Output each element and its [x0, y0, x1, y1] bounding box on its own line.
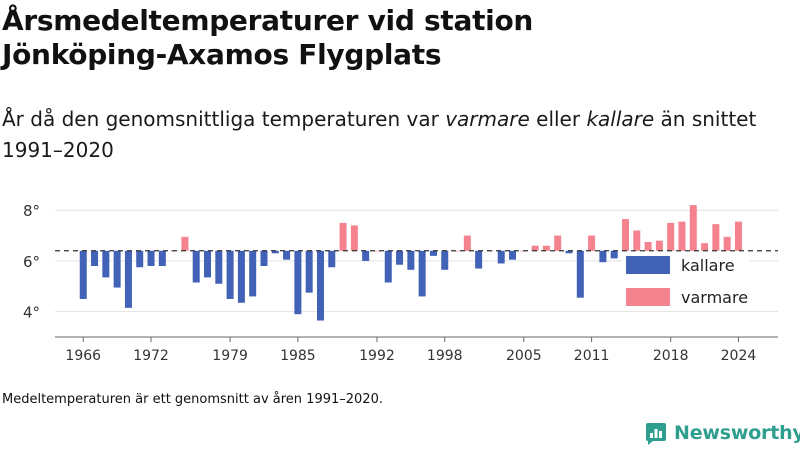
brand-logo[interactable]: Newsworthy: [644, 420, 800, 446]
x-tick-label: 2024: [721, 348, 757, 364]
bar-1976: [192, 250, 200, 283]
bar-1989: [339, 222, 347, 251]
bar-1975: [181, 236, 189, 251]
brand-name: Newsworthy: [674, 422, 800, 444]
bar-1984: [283, 250, 291, 260]
x-tick-label: 1992: [359, 348, 395, 364]
y-tick-label: 8°: [23, 202, 40, 220]
bar-1995: [407, 250, 415, 270]
bar-2014: [621, 219, 629, 251]
bar-2024: [734, 221, 742, 251]
bar-2021: [701, 243, 709, 251]
bar-1977: [204, 250, 212, 278]
subtitle-text-2: eller: [529, 107, 587, 131]
bar-1982: [260, 250, 268, 266]
y-tick-label: 4°: [23, 304, 40, 322]
bar-2016: [644, 241, 652, 251]
bar-1971: [136, 250, 144, 268]
y-tick-label: 6°: [23, 253, 40, 271]
bar-1979: [226, 250, 234, 299]
footnote: Medeltemperaturen är ett genomsnitt av å…: [2, 392, 383, 407]
bar-1978: [215, 250, 223, 284]
bar-2000: [463, 235, 471, 251]
bar-1973: [158, 250, 166, 266]
legend-swatch-varmare: [626, 288, 670, 306]
bar-1981: [249, 250, 257, 297]
bar-2019: [678, 221, 686, 251]
bar-2001: [475, 250, 483, 269]
bar-2018: [667, 222, 675, 251]
bar-1969: [113, 250, 121, 288]
bar-1993: [384, 250, 392, 283]
bar-1967: [91, 250, 99, 266]
bar-1986: [305, 250, 313, 293]
bar-1968: [102, 250, 110, 278]
bar-2012: [599, 250, 607, 263]
bar-1983: [271, 250, 279, 254]
bar-1991: [362, 250, 370, 261]
bar-2010: [576, 250, 584, 298]
bar-2023: [723, 236, 731, 251]
x-tick-label: 2018: [653, 348, 689, 364]
bar-1998: [441, 250, 449, 270]
bar-2022: [712, 224, 720, 251]
bar-2007: [542, 245, 550, 251]
bar-2009: [565, 250, 573, 254]
legend-swatch-kallare: [626, 256, 670, 274]
temperature-bar-chart: 4° 6° 8° 1966 1972 1979 1985 1992 1998 2005 2011 20…: [23, 202, 778, 364]
bar-1972: [147, 250, 155, 266]
chart-subtitle: År då den genomsnittliga temperaturen va…: [2, 104, 782, 166]
legend-label-varmare: varmare: [681, 288, 748, 307]
x-tick-label: 1966: [65, 348, 101, 364]
x-tick-label: 1972: [133, 348, 169, 364]
x-tick-label: 1979: [212, 348, 248, 364]
subtitle-text-3: än snittet 1991–2020: [2, 107, 757, 162]
bar-1996: [418, 250, 426, 297]
x-tick-label: 2011: [574, 348, 610, 364]
bar-2008: [554, 235, 562, 251]
bar-2020: [689, 205, 697, 251]
subtitle-emphasis-warmer: varmare: [445, 107, 530, 131]
bar-1992: [373, 250, 381, 252]
bar-1966: [79, 250, 87, 299]
bar-1980: [237, 250, 245, 303]
bar-1994: [396, 250, 404, 265]
subtitle-text-1: År då den genomsnittliga temperaturen va…: [2, 107, 446, 131]
bar-2006: [531, 245, 539, 251]
bar-2017: [655, 240, 663, 251]
bar-2011: [588, 235, 596, 251]
bar-2013: [610, 250, 618, 259]
bar-2015: [633, 230, 641, 251]
subtitle-emphasis-colder: kallare: [586, 107, 655, 131]
bar-1990: [350, 225, 358, 251]
chart-title: Årsmedeltemperaturer vid station Jönköpi…: [2, 4, 534, 71]
bar-1987: [316, 250, 324, 321]
bar-1999: [452, 250, 460, 252]
bar-1970: [124, 250, 132, 308]
bar-2004: [509, 250, 517, 260]
bar-1985: [294, 250, 302, 315]
bar-1988: [328, 250, 336, 268]
bar-2003: [497, 250, 505, 264]
x-tick-label: 2005: [506, 348, 542, 364]
newsworthy-logo-icon: [646, 423, 666, 445]
legend-label-kallare: kallare: [681, 256, 735, 275]
x-tick-label: 1985: [280, 348, 316, 364]
x-tick-label: 1998: [427, 348, 463, 364]
bar-1997: [429, 250, 437, 256]
